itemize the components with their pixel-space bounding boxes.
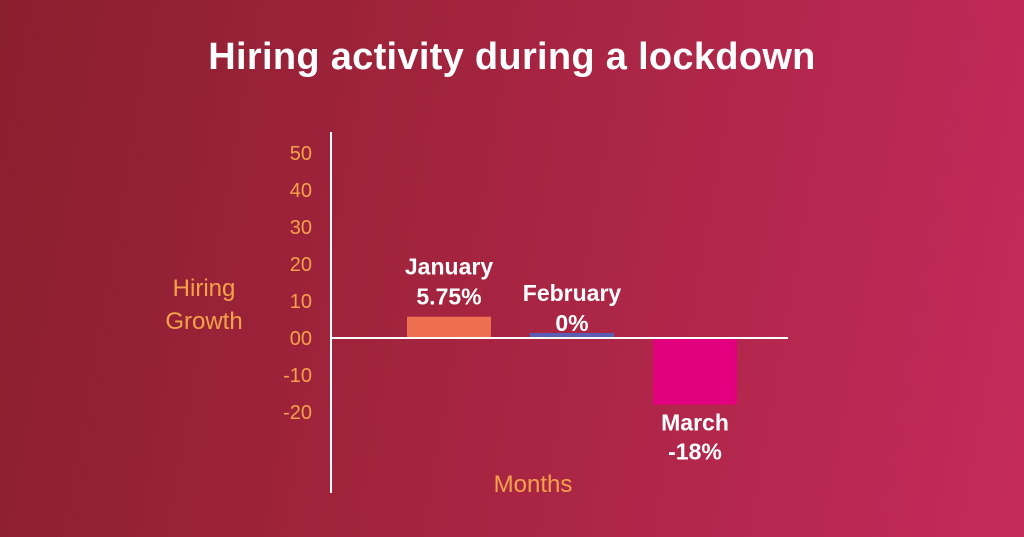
y-axis-label-line-2: Growth [165, 308, 243, 335]
chart-title: Hiring activity during a lockdown [208, 36, 816, 78]
y-axis-label: Hiring Growth [140, 272, 268, 338]
y-tick-label: 50 [290, 143, 312, 165]
bar-value-label: 5.75% [416, 284, 481, 310]
bar-february [530, 333, 614, 338]
y-tick-label: 30 [290, 217, 312, 239]
bar-category-label: February [523, 280, 622, 306]
y-tick-label: 00 [290, 328, 312, 350]
bar-value-label: -18% [668, 439, 722, 465]
x-axis-label: Months [493, 471, 573, 498]
bar-march [653, 338, 737, 405]
bar-category-label: March [661, 410, 729, 436]
y-tick-label: -20 [283, 402, 312, 424]
y-tick-label: 10 [290, 291, 312, 313]
y-axis-label-line-1: Hiring [172, 275, 236, 302]
bar-january [407, 316, 491, 338]
y-tick-label: 40 [290, 180, 312, 202]
bar-value-label: 0% [555, 310, 588, 336]
y-tick-label: 20 [290, 254, 312, 276]
bar-category-label: January [405, 254, 493, 280]
y-tick-label: -10 [283, 365, 312, 387]
